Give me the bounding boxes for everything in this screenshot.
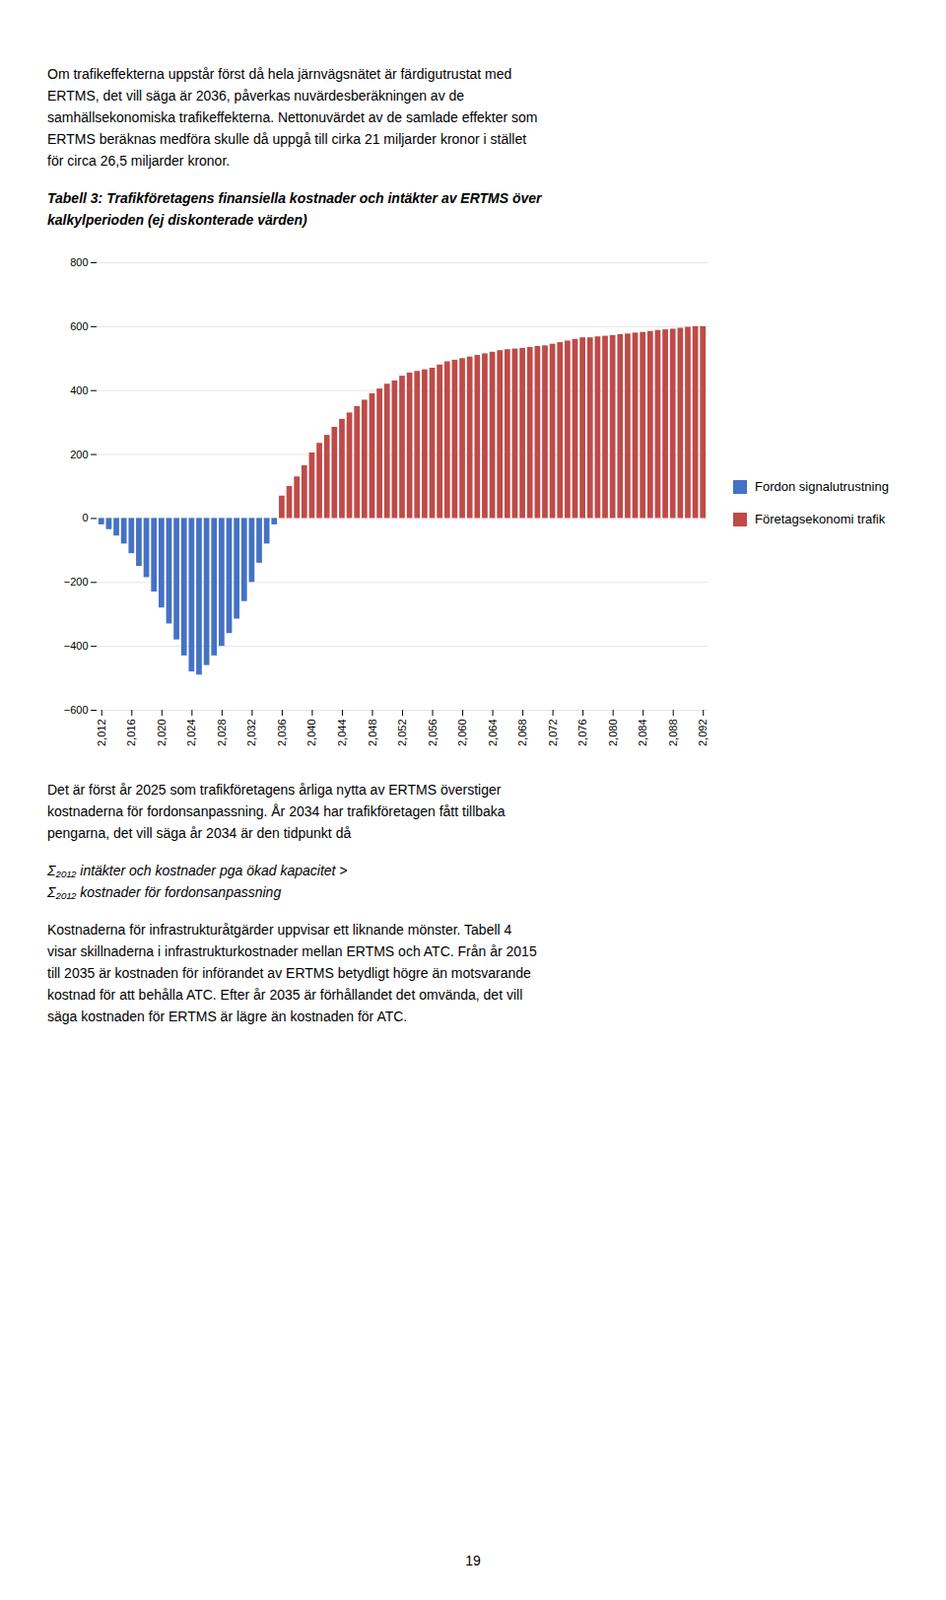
- svg-text:−200: −200: [64, 575, 89, 588]
- html-text:för circa 26,5 miljarder krono: för circa 26,5 miljarder kronor.: [47, 152, 230, 169]
- svg-text:2,044: 2,044: [336, 719, 348, 747]
- svg-text:2,036: 2,036: [275, 719, 288, 747]
- svg-text:600: 600: [69, 320, 88, 333]
- svg-text:2,052: 2,052: [396, 719, 408, 747]
- html-text:Σ₂₀₁₂ intäkter och kostnader p: Σ₂₀₁₂ intäkter och kostnader pga ökad ka…: [47, 862, 348, 879]
- svg-text:−600: −600: [64, 703, 89, 716]
- svg-text:200: 200: [69, 448, 88, 461]
- svg-text:2,056: 2,056: [426, 719, 439, 747]
- svg-text:2,028: 2,028: [215, 719, 228, 747]
- svg-text:2,040: 2,040: [305, 719, 318, 747]
- svg-text:2,068: 2,068: [516, 719, 529, 747]
- html-text:kostnaderna för fordonsanpassn: kostnaderna för fordonsanpassning. År 20…: [47, 803, 506, 819]
- html-text:Kostnaderna för infrastrukturå: Kostnaderna för infrastrukturåtgärder up…: [47, 921, 512, 938]
- svg-text:2,072: 2,072: [546, 719, 559, 747]
- html-text:ERTMS beräknas medföra skulle: ERTMS beräknas medföra skulle då uppgå t…: [47, 131, 527, 147]
- html-text:Tabell 3: Trafikföretagens fin: Tabell 3: Trafikföretagens finansiella k…: [47, 190, 542, 206]
- svg-text:2,016: 2,016: [125, 719, 137, 747]
- svg-text:400: 400: [69, 384, 88, 397]
- html-text:kostnad för att behålla ATC. E: kostnad för att behålla ATC. Efter år 20…: [47, 986, 523, 1003]
- html-text:samhällsekonomiska trafikeffek: samhällsekonomiska trafikeffekterna. Net…: [47, 109, 538, 126]
- svg-text:−400: −400: [64, 639, 89, 652]
- svg-text:2,032: 2,032: [245, 719, 258, 747]
- svg-text:2,092: 2,092: [696, 719, 709, 747]
- html-text:Företagsekonomi trafik: Företagsekonomi trafik: [754, 511, 886, 527]
- html-text:Om trafikeffekterna uppstår fö: Om trafikeffekterna uppstår först då hel…: [47, 66, 512, 82]
- html-text:visar skillnaderna i infrastru: visar skillnaderna i infrastrukturkostna…: [47, 943, 537, 959]
- svg-text:2,060: 2,060: [456, 719, 469, 747]
- svg-text:0: 0: [81, 511, 88, 524]
- svg-text:2,084: 2,084: [636, 719, 649, 747]
- svg-text:2,088: 2,088: [667, 719, 679, 747]
- html-text:19: 19: [465, 1552, 481, 1568]
- html-text:ERTMS, det vill säga är 2036,: ERTMS, det vill säga är 2036, påverkas n…: [47, 87, 465, 104]
- html-text:Σ₂₀₁₂ kostnader för fordonsanp: Σ₂₀₁₂ kostnader för fordonsanpassning: [47, 883, 282, 900]
- svg-text:2,020: 2,020: [155, 719, 168, 747]
- html-text:till 2035 är kostnaden för inf: till 2035 är kostnaden för införandet av…: [47, 964, 531, 981]
- html-text:kalkylperioden (ej diskonterad: kalkylperioden (ej diskonterade värden): [47, 211, 308, 228]
- html-text:Fordon signalutrustning: Fordon signalutrustning: [754, 478, 889, 494]
- html-text:pengarna, det vill säga år 203: pengarna, det vill säga år 2034 är den t…: [47, 824, 352, 841]
- svg-text:800: 800: [69, 256, 88, 269]
- svg-text:2,064: 2,064: [486, 719, 499, 747]
- svg-text:2,080: 2,080: [607, 719, 619, 747]
- svg-text:2,076: 2,076: [576, 719, 589, 747]
- html-text:säga kostnaden för ERTMS är lä: säga kostnaden för ERTMS är lägre än kos…: [47, 1008, 408, 1024]
- svg-text:2,048: 2,048: [365, 719, 378, 747]
- html-text:Det är först år 2025 som trafi: Det är först år 2025 som trafikföretagen…: [47, 781, 501, 798]
- svg-text:2,024: 2,024: [185, 719, 198, 747]
- svg-text:2,012: 2,012: [95, 719, 108, 747]
